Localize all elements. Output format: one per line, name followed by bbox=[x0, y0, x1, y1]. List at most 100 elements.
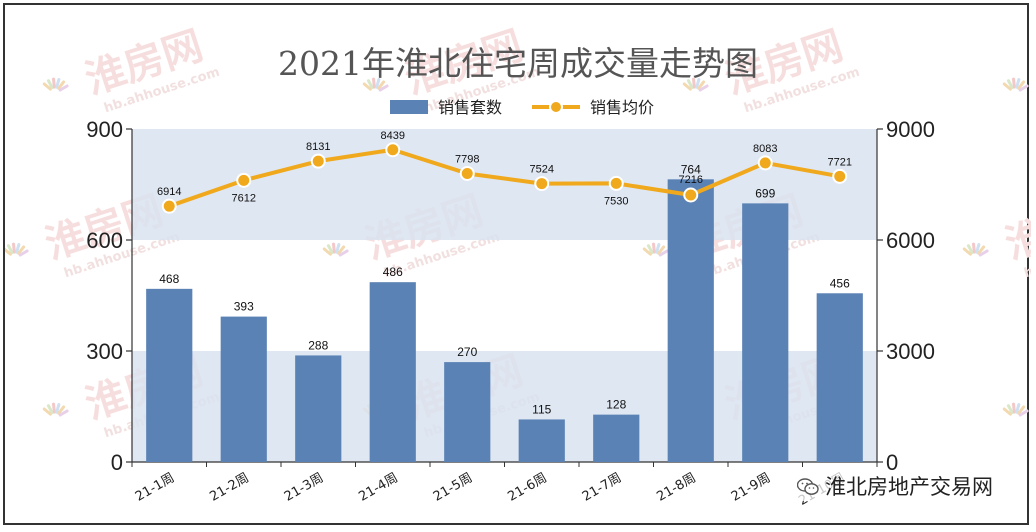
price-point bbox=[161, 198, 177, 214]
watermark-logo-ray bbox=[337, 245, 346, 255]
price-value-label: 7530 bbox=[604, 195, 628, 207]
watermark-logo-ray bbox=[335, 243, 341, 254]
chart-frame: 淮房网 hb.ahhouse.com 淮房网 hb.ahhouse.com 淮房网 hb.… bbox=[3, 3, 1031, 525]
wechat-icon bbox=[796, 477, 819, 495]
y-left-tick-label: 900 bbox=[86, 117, 123, 142]
x-category-label: 21-5周 bbox=[431, 470, 475, 504]
bar-value-label: 115 bbox=[532, 402, 551, 416]
price-value-label: 7216 bbox=[679, 174, 703, 186]
watermark-logo-ray bbox=[15, 243, 21, 254]
price-value-label: 8083 bbox=[753, 143, 777, 155]
watermark-logo-ray bbox=[642, 247, 652, 256]
bar-value-label: 468 bbox=[159, 272, 179, 286]
watermark-logo-ray bbox=[362, 82, 372, 91]
bar bbox=[295, 355, 342, 462]
watermark-logo-ray bbox=[1006, 404, 1014, 415]
bar-value-label: 456 bbox=[830, 276, 850, 290]
watermark-logo-ray bbox=[686, 79, 694, 90]
legend-line-label: 销售均价 bbox=[590, 98, 654, 117]
watermark-logo-ray bbox=[338, 249, 349, 257]
bar-value-label: 486 bbox=[383, 265, 403, 279]
watermark-logo-ray bbox=[1002, 82, 1012, 91]
footer-source-label: 淮北房地产交易网 bbox=[825, 475, 993, 499]
watermark-logo-ray bbox=[1006, 79, 1014, 90]
watermark-logo-ray bbox=[55, 403, 61, 414]
watermark-logo-ray bbox=[326, 244, 334, 255]
price-point bbox=[608, 175, 624, 191]
watermark-logo-ray bbox=[52, 402, 56, 414]
watermark-logo-ray bbox=[978, 249, 989, 257]
watermark-logo-ray bbox=[18, 249, 29, 257]
watermark-logo-ray bbox=[972, 242, 976, 254]
watermark-logo-ray bbox=[698, 84, 709, 92]
price-point bbox=[832, 168, 848, 184]
price-value-label: 8439 bbox=[381, 130, 405, 142]
bar bbox=[146, 288, 193, 462]
watermark-logo-ray bbox=[377, 80, 386, 90]
watermark-brand: 淮房网 bbox=[1000, 188, 1031, 269]
watermark-logo-ray bbox=[46, 79, 54, 90]
watermark-logo-ray bbox=[58, 409, 69, 417]
watermark-logo-ray bbox=[5, 247, 12, 256]
watermark-logo-ray bbox=[977, 245, 986, 255]
y-right-tick-label: 0 bbox=[886, 450, 898, 475]
watermark-logo-ray bbox=[1015, 403, 1021, 414]
y-left-tick-label: 600 bbox=[86, 228, 123, 253]
watermark-logo-ray bbox=[52, 77, 56, 89]
y-right-tick-label: 9000 bbox=[886, 117, 935, 142]
watermark-logo-ray bbox=[366, 79, 374, 90]
footer-source: 淮北房地产交易网 bbox=[793, 471, 997, 501]
bar bbox=[444, 362, 491, 462]
price-point bbox=[757, 155, 773, 171]
price-point bbox=[534, 176, 550, 192]
bar bbox=[593, 414, 640, 462]
bar bbox=[518, 419, 565, 462]
watermark-logo-ray bbox=[322, 247, 332, 256]
watermark-logo-ray bbox=[55, 78, 61, 89]
price-value-label: 7612 bbox=[232, 192, 256, 204]
x-category-label: 21-2周 bbox=[207, 470, 251, 504]
watermark-logo-ray bbox=[1017, 405, 1026, 415]
y-left-tick-label: 0 bbox=[111, 450, 123, 475]
watermark-logo-ray bbox=[57, 405, 66, 415]
watermark-logo-ray bbox=[657, 245, 666, 255]
bar bbox=[667, 179, 714, 462]
watermark-logo-ray bbox=[655, 243, 661, 254]
y-left-tick-label: 300 bbox=[86, 339, 123, 364]
watermark-logo-ray bbox=[962, 247, 972, 256]
price-value-label: 8131 bbox=[306, 141, 330, 153]
watermark-logo-ray bbox=[1018, 409, 1029, 417]
x-category-label: 21-7周 bbox=[580, 470, 624, 504]
watermark-logo-ray bbox=[378, 84, 389, 92]
price-point bbox=[385, 142, 401, 158]
bar-value-label: 128 bbox=[606, 398, 626, 412]
watermark-logo-ray bbox=[966, 244, 974, 255]
x-category-label: 21-8周 bbox=[654, 470, 698, 504]
price-point bbox=[459, 165, 475, 181]
watermark-logo-ray bbox=[57, 80, 66, 90]
price-line bbox=[168, 147, 841, 209]
watermark-logo-ray bbox=[42, 407, 52, 416]
price-value-label: 7798 bbox=[455, 153, 479, 165]
x-category-label: 21-9周 bbox=[729, 470, 773, 504]
watermark-logo-ray bbox=[1018, 84, 1029, 92]
watermark-logo-ray bbox=[17, 245, 26, 255]
watermark-logo-ray bbox=[975, 243, 981, 254]
legend-bar-label: 销售套数 bbox=[438, 98, 502, 117]
watermark-logo-ray bbox=[332, 242, 336, 254]
watermark-logo-ray bbox=[695, 78, 701, 89]
watermark-logo-ray bbox=[692, 77, 696, 89]
bar-value-label: 764 bbox=[681, 162, 701, 176]
watermark-logo-ray bbox=[682, 82, 692, 91]
legend-line-marker bbox=[549, 100, 563, 114]
watermark-logo-ray bbox=[697, 80, 706, 90]
price-value-label: 7524 bbox=[530, 164, 554, 176]
watermark-logo-ray bbox=[46, 404, 54, 415]
bar-value-label: 393 bbox=[234, 300, 254, 314]
watermark-logo-ray bbox=[372, 77, 376, 89]
price-point bbox=[310, 153, 326, 169]
price-value-label: 6914 bbox=[157, 186, 181, 198]
watermark-logo-ray bbox=[658, 249, 669, 257]
price-point bbox=[236, 172, 252, 188]
